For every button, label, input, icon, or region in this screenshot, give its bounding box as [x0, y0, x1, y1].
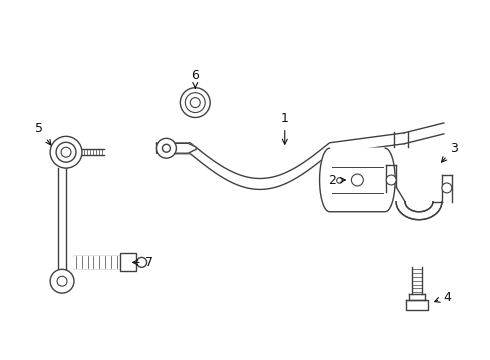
Circle shape — [50, 269, 74, 293]
Text: 2: 2 — [329, 174, 345, 186]
Text: 6: 6 — [192, 69, 199, 88]
Bar — [120, 253, 136, 271]
Text: 7: 7 — [133, 256, 152, 269]
Polygon shape — [396, 202, 442, 220]
Polygon shape — [386, 165, 396, 192]
Text: 3: 3 — [441, 142, 458, 162]
Circle shape — [137, 257, 147, 267]
Polygon shape — [412, 267, 422, 297]
Circle shape — [180, 88, 210, 117]
Circle shape — [386, 175, 396, 185]
Circle shape — [442, 183, 452, 193]
Polygon shape — [406, 300, 428, 310]
Circle shape — [156, 138, 176, 158]
Text: 5: 5 — [35, 122, 51, 145]
Polygon shape — [156, 143, 196, 153]
Polygon shape — [442, 175, 452, 202]
Text: 4: 4 — [435, 291, 451, 303]
Polygon shape — [319, 148, 395, 212]
Text: 1: 1 — [281, 112, 289, 144]
Circle shape — [50, 136, 82, 168]
